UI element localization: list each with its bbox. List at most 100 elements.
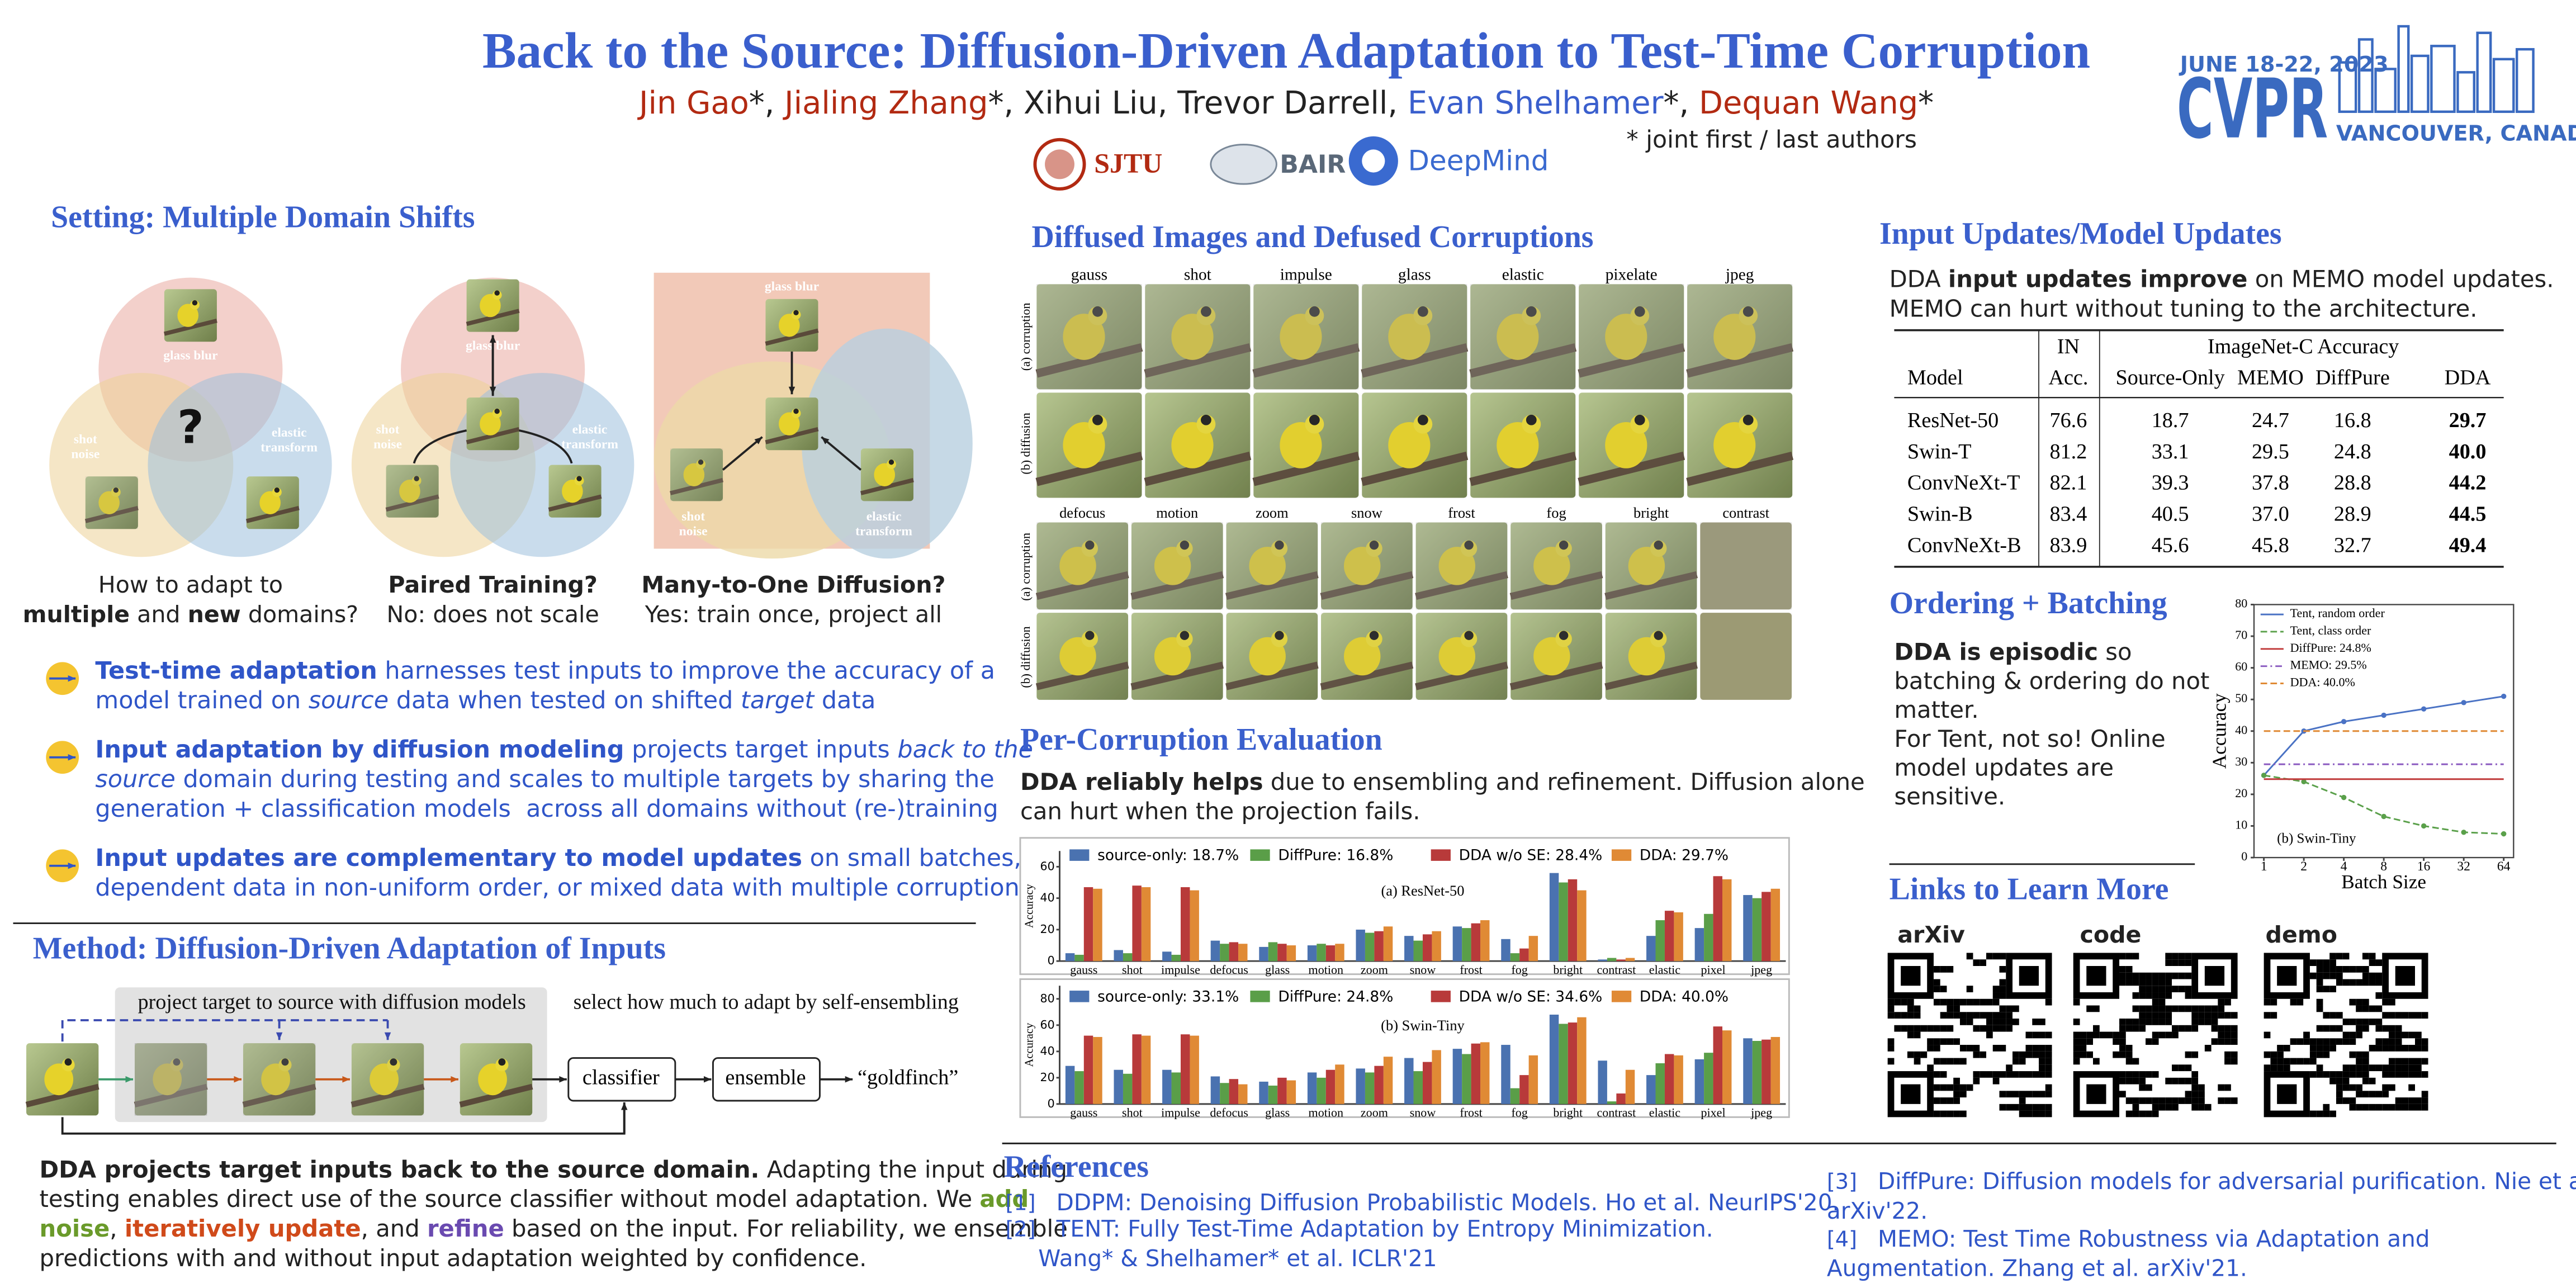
qr-cell xyxy=(2132,979,2139,986)
arrow-head xyxy=(621,1102,628,1110)
qr-cell xyxy=(2388,1038,2395,1045)
bird-cap xyxy=(1526,306,1537,317)
bar xyxy=(1413,1071,1423,1104)
qr-cell xyxy=(2342,1097,2350,1104)
arrow-head xyxy=(703,1076,712,1083)
branch xyxy=(245,506,300,523)
arrow-head xyxy=(451,1076,458,1083)
row-label: (b) diffusion xyxy=(1019,626,1033,688)
bar xyxy=(1704,1053,1713,1104)
qr-cell xyxy=(2382,1064,2389,1072)
qr-cell xyxy=(1999,1005,2006,1012)
qr-cell xyxy=(2218,1038,2225,1045)
branch xyxy=(1035,451,1143,486)
qr-cell xyxy=(2342,953,2350,960)
qr-cell xyxy=(2191,1005,2199,1012)
bird xyxy=(1388,314,1431,360)
branch xyxy=(548,494,602,512)
qr-cell xyxy=(2342,1031,2350,1039)
bar xyxy=(1674,912,1683,962)
bird xyxy=(1171,314,1214,360)
branch xyxy=(1361,343,1469,378)
x-tick-label: bright xyxy=(1553,1106,1583,1120)
table-cell: 82.1 xyxy=(2050,471,2087,495)
qr-finder xyxy=(2264,1071,2310,1117)
arrow-head xyxy=(559,1076,567,1083)
bird xyxy=(370,1063,399,1096)
arrow-head xyxy=(845,1076,853,1083)
bar xyxy=(1365,1072,1375,1104)
noise xyxy=(1036,284,1142,390)
qr-cell xyxy=(2146,992,2152,999)
bird xyxy=(683,463,705,486)
qr-cell xyxy=(2382,1084,2389,1091)
corruption-label: elastic xyxy=(1502,266,1544,283)
x-tick-label: 8 xyxy=(2380,859,2387,874)
method-text: testing enables direct use of the source… xyxy=(40,1185,1029,1213)
qr-cell xyxy=(2395,1025,2402,1032)
qr-cell xyxy=(2369,1045,2376,1052)
qr-cell xyxy=(2388,1012,2395,1019)
qr-cell xyxy=(2316,1045,2323,1052)
author-run: * xyxy=(1918,85,1934,121)
qr-cell xyxy=(2152,1038,2159,1045)
text-run: refine xyxy=(427,1215,504,1242)
section-title: Ordering + Batching xyxy=(1890,586,2167,621)
bar xyxy=(1074,954,1084,962)
qr-cell xyxy=(1980,959,1986,966)
qr-cell xyxy=(2191,1019,2199,1025)
qr-cell xyxy=(1980,1051,1986,1058)
bird-cap xyxy=(1369,631,1379,640)
qr-cell xyxy=(1933,966,1940,973)
qr-cell xyxy=(2316,986,2323,993)
row-label: (b) diffusion xyxy=(1019,413,1033,474)
qr-cell xyxy=(2388,1071,2395,1078)
y-tick-label: 60 xyxy=(1040,1018,1055,1031)
bird-cap xyxy=(1559,631,1569,640)
qr-cell xyxy=(2158,1019,2166,1025)
qr-cell xyxy=(2012,1051,2019,1058)
qr-cell xyxy=(2012,1005,2019,1012)
ref-text: Augmentation. Zhang et al. arXiv'21. xyxy=(1827,1255,2247,1282)
qr-cell xyxy=(2080,1031,2087,1039)
qr-cell xyxy=(2146,986,2152,993)
qr-cell xyxy=(1920,1025,1928,1032)
qr-cell xyxy=(2336,1038,2343,1045)
qr-cell xyxy=(2172,1005,2179,1012)
qr-cell xyxy=(2264,1051,2271,1058)
qr-cell xyxy=(2356,1005,2362,1012)
qr-cell xyxy=(2025,1104,2033,1111)
bird xyxy=(778,412,800,435)
qr-cell xyxy=(1959,1019,1967,1025)
qr-cell xyxy=(2025,1031,2033,1039)
bar xyxy=(1743,1038,1753,1104)
qr-cell xyxy=(2019,1097,2026,1104)
bar xyxy=(1229,942,1239,962)
text-run: For Tent, not so! Online xyxy=(1894,725,2165,752)
bar xyxy=(1365,932,1375,962)
text-run: back to the xyxy=(897,736,1033,764)
qr-cell xyxy=(2402,1031,2409,1039)
bar xyxy=(1704,913,1713,962)
qr-cell xyxy=(2012,1091,2019,1098)
qr-cell xyxy=(1887,1012,1895,1019)
skyline xyxy=(2476,31,2492,113)
qr-cell xyxy=(2045,1104,2052,1111)
qr-cell xyxy=(2198,1104,2205,1111)
qr-cell xyxy=(1947,1038,1954,1045)
bar xyxy=(1238,944,1248,962)
qr-cell xyxy=(2158,979,2166,986)
corruption-label: pixelate xyxy=(1606,266,1658,283)
text-run: based on the input. For reliability, we … xyxy=(504,1215,1068,1242)
x-tick-label: shot xyxy=(1122,1106,1143,1120)
bird-cap xyxy=(793,408,799,414)
branch xyxy=(1130,571,1224,600)
qr-cell xyxy=(2198,1084,2205,1091)
qr-cell xyxy=(2342,979,2350,986)
bird-image xyxy=(245,476,300,529)
qr-finder xyxy=(2277,1084,2297,1104)
qr-cell xyxy=(2119,1025,2126,1032)
bar xyxy=(1646,936,1656,962)
qr-cell xyxy=(2342,1019,2350,1025)
qr-cell xyxy=(2264,1012,2271,1019)
